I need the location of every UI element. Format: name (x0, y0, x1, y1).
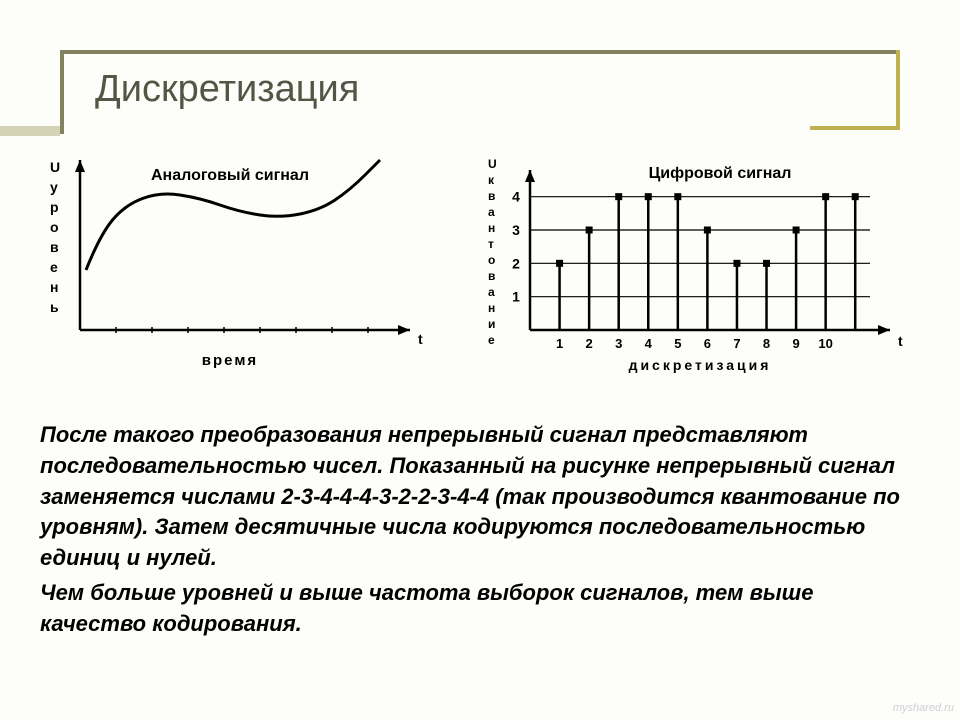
svg-text:е: е (50, 259, 58, 275)
svg-text:а: а (488, 205, 495, 219)
slide: Дискретизация Аналоговый сигналUуровеньв… (0, 0, 960, 720)
svg-text:8: 8 (763, 336, 770, 351)
svg-text:в: в (488, 189, 495, 203)
svg-text:к: к (488, 173, 495, 187)
svg-text:2: 2 (586, 336, 593, 351)
digital-chart: 123412345678910Цифровой сигналUквантован… (460, 150, 930, 405)
svg-text:7: 7 (733, 336, 740, 351)
svg-text:4: 4 (645, 336, 653, 351)
svg-text:1: 1 (556, 336, 563, 351)
paragraph-2: Чем больше уровней и выше частота выборо… (40, 578, 910, 640)
svg-text:3: 3 (512, 222, 520, 238)
svg-text:U: U (488, 157, 497, 171)
body-text: После такого преобразования непрерывный … (40, 420, 910, 644)
svg-text:н: н (488, 301, 495, 315)
digital-chart-svg: 123412345678910Цифровой сигналUквантован… (460, 150, 930, 400)
page-title: Дискретизация (95, 68, 359, 111)
svg-text:9: 9 (792, 336, 799, 351)
charts-row: Аналоговый сигналUуровеньвремяt 12341234… (30, 150, 930, 400)
svg-text:н: н (488, 221, 495, 235)
svg-text:10: 10 (818, 336, 832, 351)
analog-chart: Аналоговый сигнал Uуровень время t (30, 150, 460, 405)
svg-text:t: t (418, 331, 423, 347)
svg-text:ь: ь (50, 299, 59, 315)
svg-text:н: н (50, 279, 58, 295)
svg-text:р: р (50, 199, 59, 215)
svg-text:е: е (488, 333, 495, 347)
svg-text:дискретизация: дискретизация (629, 357, 772, 373)
svg-text:5: 5 (674, 336, 681, 351)
svg-text:2: 2 (512, 255, 520, 271)
svg-text:6: 6 (704, 336, 711, 351)
svg-text:в: в (488, 269, 495, 283)
svg-text:у: у (50, 179, 58, 195)
svg-text:а: а (488, 285, 495, 299)
svg-text:4: 4 (512, 189, 520, 205)
svg-text:Цифровой сигнал: Цифровой сигнал (649, 165, 792, 182)
svg-text:U: U (50, 159, 60, 175)
svg-text:о: о (488, 253, 495, 267)
svg-text:о: о (50, 219, 59, 235)
title-frame-right (896, 50, 900, 130)
watermark: myshared.ru (893, 702, 954, 714)
svg-text:время: время (202, 352, 258, 369)
svg-text:и: и (488, 317, 495, 331)
svg-text:в: в (50, 239, 59, 255)
paragraph-1: После такого преобразования непрерывный … (40, 420, 910, 574)
title-frame-bottom (810, 126, 900, 130)
svg-text:t: t (898, 333, 903, 349)
svg-text:1: 1 (512, 289, 520, 305)
analog-chart-svg: Аналоговый сигнал Uуровень время t (30, 150, 460, 400)
svg-text:Аналоговый сигнал: Аналоговый сигнал (151, 167, 309, 184)
svg-text:т: т (488, 237, 494, 251)
svg-text:3: 3 (615, 336, 622, 351)
title-frame-accent (0, 126, 60, 136)
